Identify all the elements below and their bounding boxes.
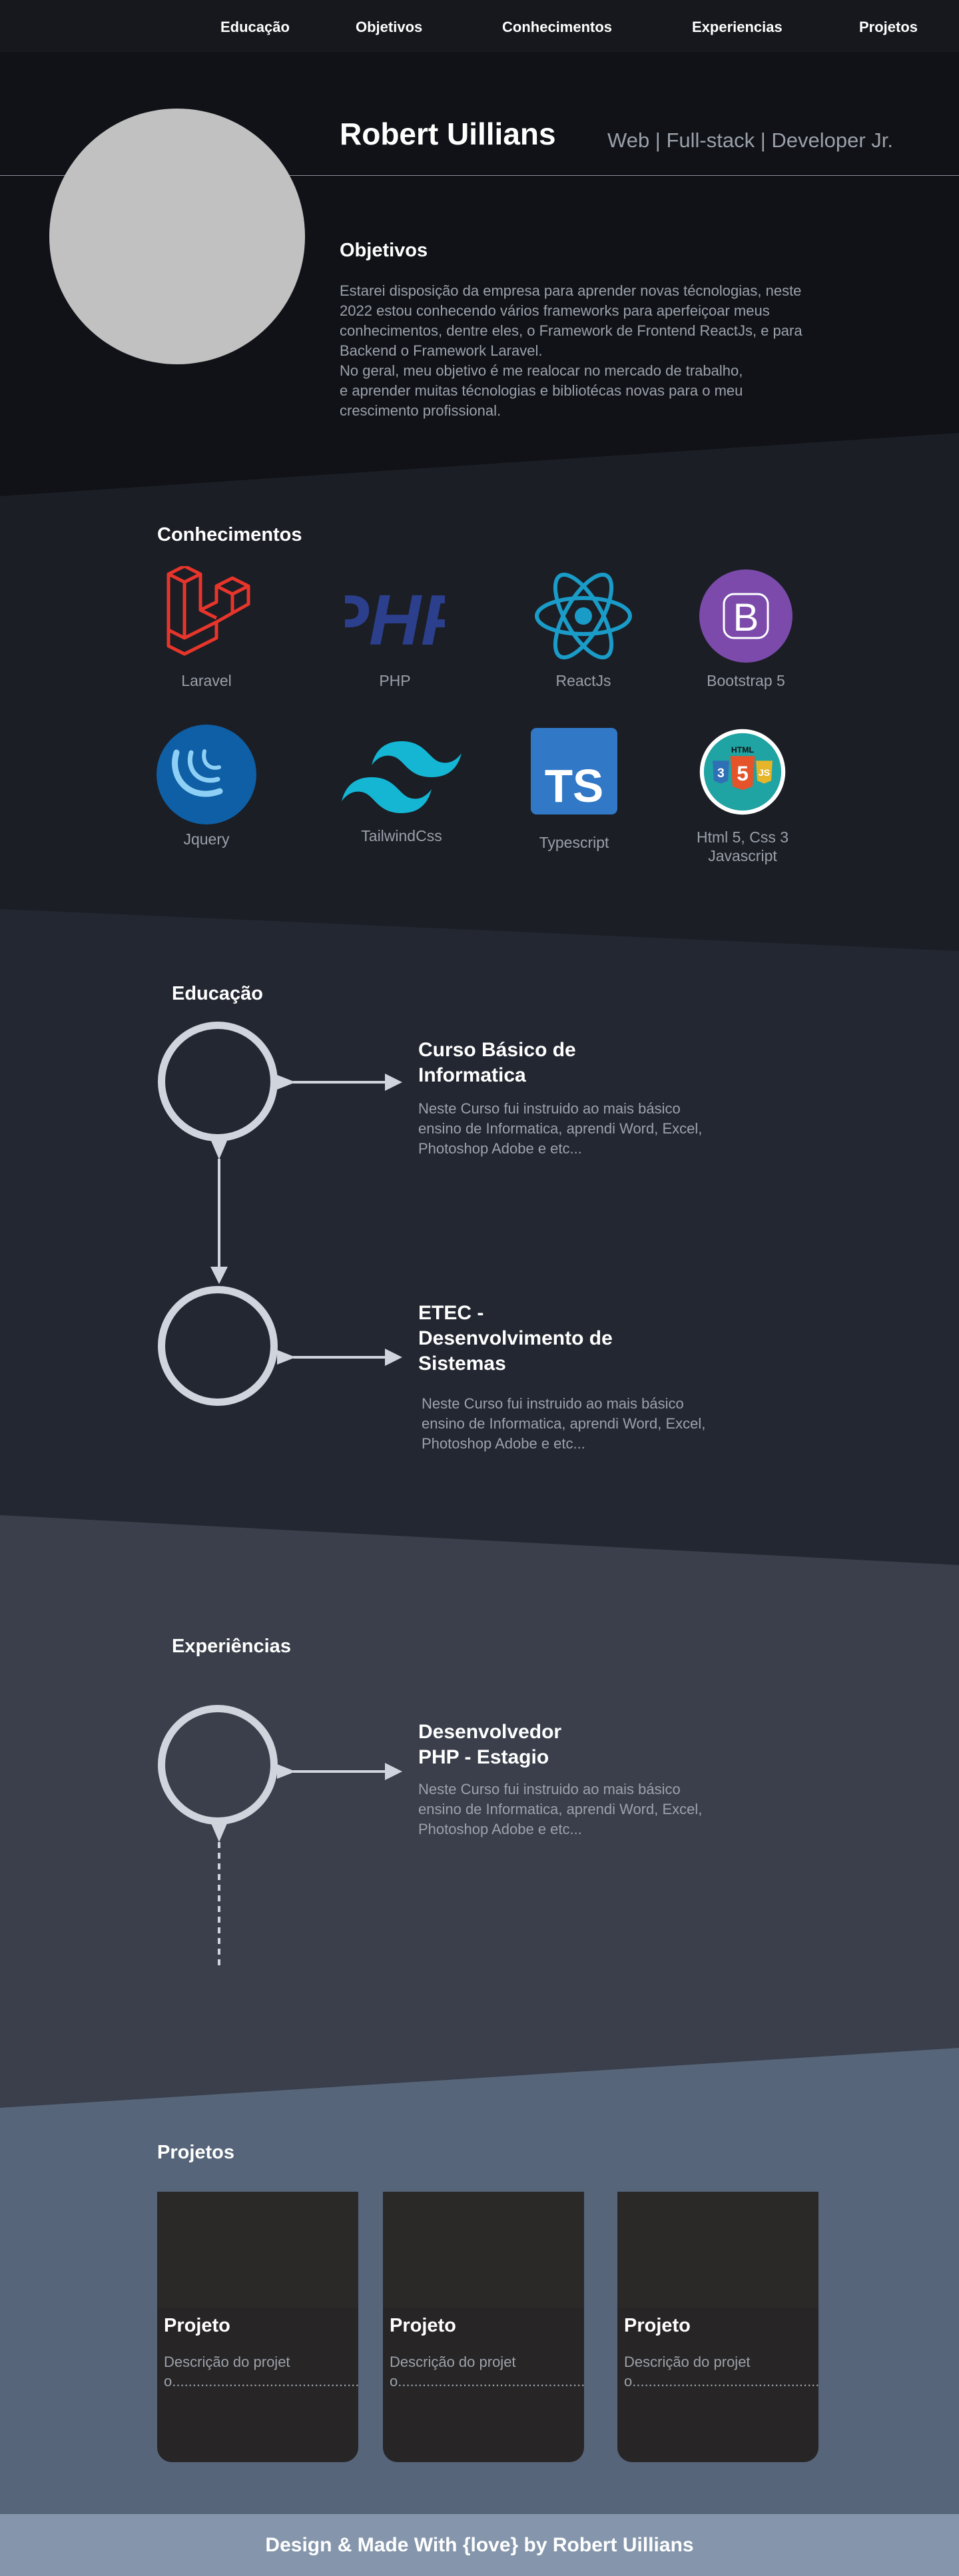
experience-title-line: Desenvolvedor <box>418 1721 562 1743</box>
bootstrap-icon: B <box>699 569 793 663</box>
typescript-icon: TS <box>531 728 617 814</box>
footer: Design & Made With {love} by Robert Uill… <box>0 2514 959 2576</box>
education-background <box>0 909 959 1615</box>
footer-text: Design & Made With {love} by Robert Uill… <box>265 2534 694 2556</box>
education-desc-line: ensino de Informatica, aprendi Word, Exc… <box>422 1415 706 1432</box>
experience-item-title: Desenvolvedor PHP - Estagio <box>418 1720 561 1770</box>
objectives-line: Backend o Framework Laravel. <box>340 342 543 359</box>
project-card-image <box>383 2192 584 2308</box>
timeline-node-education-1 <box>158 1022 278 1141</box>
nav-link-objectives[interactable]: Objetivos <box>356 19 423 35</box>
education-title-line: Informatica <box>418 1064 526 1086</box>
project-card[interactable]: Projeto Descrição do projeto............… <box>157 2192 358 2462</box>
education-desc-line: Photoshop Adobe e etc... <box>418 1140 582 1157</box>
skill-label-line2: Javascript <box>708 847 777 864</box>
education-title-line: Desenvolvimento de <box>418 1327 613 1349</box>
experience-desc-line: ensino de Informatica, aprendi Word, Exc… <box>418 1801 703 1817</box>
experience-desc-line: Photoshop Adobe e etc... <box>418 1821 582 1837</box>
knowledge-title: Conhecimentos <box>157 524 302 545</box>
bootstrap-logo-text: B <box>733 596 759 639</box>
project-card[interactable]: Projeto Descrição do projeto............… <box>383 2192 584 2462</box>
experience-title-line: PHP - Estagio <box>418 1746 549 1768</box>
objectives-line: No geral, meu objetivo é me realocar no … <box>340 362 743 379</box>
objectives-title: Objetivos <box>340 240 428 261</box>
html-badge-text: HTML <box>731 745 755 755</box>
jquery-icon <box>157 725 256 824</box>
objectives-line: Estarei disposição da empresa para apren… <box>340 282 802 299</box>
education-item-title: ETEC - Desenvolvimento de Sistemas <box>418 1301 613 1377</box>
objectives-text: Estarei disposição da empresa para apren… <box>340 281 892 421</box>
js-text: JS <box>759 767 770 778</box>
timeline-node-education-2 <box>158 1286 278 1406</box>
project-card-desc: Descrição do projeto....................… <box>624 2354 818 2390</box>
html-number-text: 5 <box>737 761 749 785</box>
hero-divider <box>0 175 959 176</box>
objectives-line: crescimento profissional. <box>340 402 501 419</box>
skill-html-css-js: HTML 5 3 JS Html 5, Css 3 Javascript <box>676 728 809 865</box>
experience-title: Experiências <box>172 1636 291 1657</box>
skill-jquery: Jquery <box>140 725 273 848</box>
project-card-title: Projeto <box>624 2315 691 2336</box>
react-icon <box>535 572 632 660</box>
education-desc-line: Neste Curso fui instruido ao mais básico <box>418 1100 681 1117</box>
skill-tailwind: TailwindCss <box>335 721 468 845</box>
php-icon: PHP <box>345 579 445 660</box>
skill-label: PHP <box>379 672 411 689</box>
project-card-title: Projeto <box>390 2315 456 2336</box>
nav-link-education[interactable]: Educação <box>220 19 290 35</box>
php-logo-text: PHP <box>345 579 445 660</box>
education-desc-line: Photoshop Adobe e etc... <box>422 1435 585 1452</box>
hero-name: Robert Uillians <box>340 117 556 151</box>
education-title: Educação <box>172 983 263 1004</box>
education-desc-line: Neste Curso fui instruido ao mais básico <box>422 1395 684 1412</box>
objectives-line: 2022 estou conhecendo vários frameworks … <box>340 302 770 319</box>
css-number-text: 3 <box>717 766 725 781</box>
typescript-logo-text: TS <box>545 760 604 812</box>
skill-label: Laravel <box>181 672 232 689</box>
project-card-image <box>157 2192 358 2308</box>
objectives-line: conhecimentos, dentre eles, o Framework … <box>340 322 802 339</box>
experience-item-desc: Neste Curso fui instruido ao mais básico… <box>418 1779 702 1839</box>
education-title-line: Curso Básico de <box>418 1039 576 1061</box>
top-nav: Educação Objetivos Conhecimentos Experie… <box>0 0 959 52</box>
education-desc-line: ensino de Informatica, aprendi Word, Exc… <box>418 1120 703 1137</box>
timeline-node-experience-1 <box>158 1705 278 1825</box>
skill-react: ReactJs <box>517 566 650 690</box>
project-card-desc: Descrição do projeto....................… <box>164 2354 358 2390</box>
laravel-icon <box>166 566 250 656</box>
nav-link-projects[interactable]: Projetos <box>859 19 918 35</box>
education-item-title: Curso Básico de Informatica <box>418 1038 576 1088</box>
project-card-title: Projeto <box>164 2315 230 2336</box>
project-card-desc: Descrição do projeto....................… <box>390 2354 584 2390</box>
education-title-line: Sistemas <box>418 1353 506 1375</box>
skill-laravel: Laravel <box>140 566 273 690</box>
skill-typescript: TS Typescript <box>507 728 641 852</box>
project-card[interactable]: Projeto Descrição do projeto............… <box>617 2192 818 2462</box>
html-css-js-icon: HTML 5 3 JS <box>699 729 786 815</box>
education-title-line: ETEC - <box>418 1302 484 1324</box>
skill-label: TailwindCss <box>361 827 442 844</box>
education-item-desc: Neste Curso fui instruido ao mais básico… <box>422 1394 705 1454</box>
skill-label: ReactJs <box>555 672 611 689</box>
project-card-image <box>617 2192 818 2308</box>
skill-label: Html 5, Css 3 <box>696 828 789 846</box>
hero-role: Web | Full-stack | Developer Jr. <box>607 129 894 152</box>
skill-label: Jquery <box>183 830 230 848</box>
nav-link-knowledge[interactable]: Conhecimentos <box>502 19 613 35</box>
projects-title: Projetos <box>157 2142 235 2163</box>
skill-php: PHP PHP <box>328 566 462 690</box>
skill-label: Typescript <box>539 834 609 851</box>
experience-desc-line: Neste Curso fui instruido ao mais básico <box>418 1781 681 1797</box>
education-item-desc: Neste Curso fui instruido ao mais básico… <box>418 1099 702 1159</box>
skill-label: Bootstrap 5 <box>707 672 785 689</box>
skill-bootstrap: B Bootstrap 5 <box>679 566 812 690</box>
nav-link-experiences[interactable]: Experiencias <box>692 19 783 35</box>
avatar <box>49 109 305 364</box>
objectives-line: e aprender muitas técnologias e biblioté… <box>340 382 743 399</box>
tailwind-icon <box>342 741 462 813</box>
